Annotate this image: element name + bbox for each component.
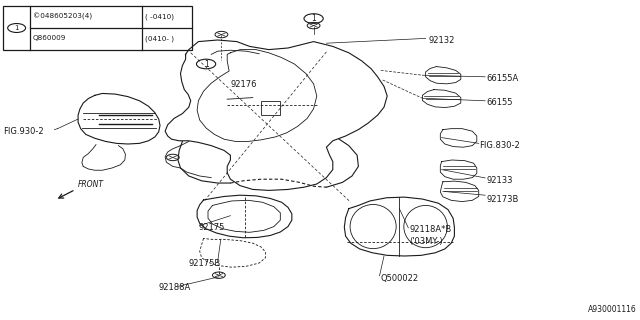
Text: A930001116: A930001116 xyxy=(588,305,637,314)
Text: 66155: 66155 xyxy=(486,98,513,107)
Text: 92133: 92133 xyxy=(486,176,513,185)
Text: ('03MY-): ('03MY-) xyxy=(410,237,444,246)
Text: 92175B: 92175B xyxy=(189,259,221,268)
Bar xyxy=(261,101,280,115)
Text: ( -0410): ( -0410) xyxy=(145,13,174,20)
Text: 92132: 92132 xyxy=(429,36,455,44)
Text: 1: 1 xyxy=(311,14,316,23)
Bar xyxy=(3,6,192,50)
Text: FIG.830-2: FIG.830-2 xyxy=(479,141,520,150)
Text: Q500022: Q500022 xyxy=(381,274,419,283)
Text: 1: 1 xyxy=(204,60,209,68)
Text: 92118A*B: 92118A*B xyxy=(410,225,452,234)
Text: 1: 1 xyxy=(14,25,19,31)
Text: (0410- ): (0410- ) xyxy=(145,35,174,42)
Text: 92176: 92176 xyxy=(230,80,257,89)
Text: ©048605203(4): ©048605203(4) xyxy=(33,13,92,20)
Text: FIG.930-2: FIG.930-2 xyxy=(3,127,44,136)
Text: 92188A: 92188A xyxy=(159,284,191,292)
Text: 66155A: 66155A xyxy=(486,74,518,83)
Text: Q860009: Q860009 xyxy=(33,36,66,41)
Text: 92173B: 92173B xyxy=(486,195,519,204)
Text: FRONT: FRONT xyxy=(78,180,104,189)
Text: 92175: 92175 xyxy=(198,223,225,232)
